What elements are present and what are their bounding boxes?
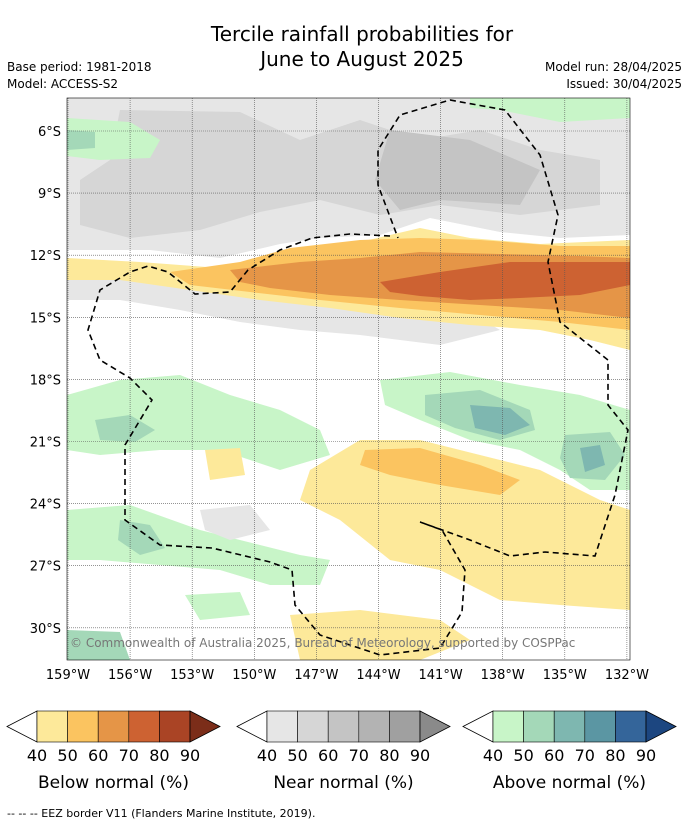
above-normal-bottom — [185, 592, 250, 620]
legend-swatch — [36, 710, 68, 743]
above-normal-far-east-core — [580, 445, 605, 472]
lat-label: 9°S — [38, 187, 61, 202]
below-normal-bottom — [290, 610, 470, 660]
model-run-date: Model run: 28/04/2025 — [544, 60, 682, 74]
legend-tick: 70 — [349, 746, 369, 765]
above-normal-east-60 — [470, 405, 530, 435]
legend-near: 40 50 60 70 80 90 Near normal (%) — [236, 710, 451, 793]
longitude-labels: 159°W 156°W 153°W 150°W 147°W 144°W 141°W 138°W… — [46, 668, 649, 683]
legend-tick: 80 — [605, 746, 625, 765]
near-normal-south — [200, 505, 270, 540]
lat-label: 30°S — [30, 622, 61, 637]
title-line-2: June to August 2025 — [260, 47, 464, 71]
legend-title: Above normal (%) — [493, 773, 646, 793]
lat-label: 18°S — [30, 373, 61, 388]
legend-swatch — [97, 710, 130, 743]
lon-label: 147°W — [294, 668, 338, 683]
legend-tick: 80 — [149, 746, 169, 765]
legend-swatch — [389, 710, 421, 743]
issued-date: Issued: 30/04/2025 — [566, 77, 682, 91]
lon-label: 141°W — [419, 668, 463, 683]
legend-arrow-right — [419, 710, 451, 743]
above-normal-southwest-core — [118, 520, 165, 555]
run-info: Model run: 28/04/2025 Issued: 30/04/2025 — [545, 59, 682, 93]
lon-label: 159°W — [46, 668, 90, 683]
legend-arrow-left — [462, 710, 494, 743]
legend-tick: 70 — [575, 746, 595, 765]
legend-above: 40 50 60 70 80 90 Above normal (%) — [462, 710, 677, 793]
legend-swatch — [584, 710, 616, 743]
legend-arrow-right — [645, 710, 677, 743]
copyright-notice: © Commonwealth of Australia 2025, Bureau… — [70, 636, 575, 650]
lat-label: 21°S — [30, 436, 61, 451]
above-normal-topleft-core — [67, 130, 95, 150]
legend-tick: 40 — [27, 746, 47, 765]
lon-label: 153°W — [170, 668, 214, 683]
legend-arrow-left — [6, 710, 38, 743]
lat-label: 15°S — [30, 311, 61, 326]
above-normal-bottomleft — [67, 630, 130, 660]
legend-swatch — [358, 710, 390, 743]
legend-tick: 50 — [287, 746, 307, 765]
below-normal-west — [205, 448, 245, 480]
near-normal-blob-center — [375, 130, 540, 210]
below-normal-south — [300, 440, 630, 610]
legend-tick: 90 — [180, 746, 200, 765]
probability-field — [67, 98, 630, 660]
legend-arrow-right — [189, 710, 221, 743]
latitude-labels: 6°S 9°S 12°S 15°S 18°S 21°S 24°S 27°S 30°S — [30, 125, 61, 637]
lon-label: 144°W — [356, 668, 400, 683]
model-info: Base period: 1981-2018 Model: ACCESS-S2 — [7, 59, 152, 93]
lon-label: 132°W — [605, 668, 649, 683]
legend-arrow-left — [236, 710, 268, 743]
legend-tick: 70 — [119, 746, 139, 765]
legend-swatch — [615, 710, 647, 743]
legend-tick: 90 — [410, 746, 430, 765]
lat-label: 24°S — [30, 498, 61, 513]
lat-label: 27°S — [30, 560, 61, 575]
model-name: Model: ACCESS-S2 — [7, 77, 119, 91]
legend-swatch — [553, 710, 586, 743]
legend-below: 40 50 60 70 80 90 Below normal (%) — [6, 710, 221, 793]
below-normal-south-50 — [360, 448, 520, 495]
map-frame — [66, 97, 631, 661]
legend-title: Near normal (%) — [273, 773, 413, 793]
legend-swatch — [492, 710, 524, 743]
legend-tick: 60 — [318, 746, 338, 765]
legend-swatch — [327, 710, 360, 743]
lon-label: 135°W — [543, 668, 587, 683]
legend-swatch — [523, 710, 555, 743]
eez-footnote: -- -- -- EEZ border V11 (Flanders Marine… — [7, 807, 316, 820]
above-normal-south-core — [95, 415, 155, 442]
above-normal-topleft — [67, 118, 160, 160]
lon-label: 156°W — [108, 668, 152, 683]
eez-border — [87, 99, 629, 656]
lat-label: 12°S — [30, 249, 61, 264]
lon-label: 138°W — [481, 668, 525, 683]
above-normal-south — [67, 375, 330, 470]
legend-tick: 80 — [379, 746, 399, 765]
legend-tick: 40 — [257, 746, 277, 765]
legend-swatch — [128, 710, 160, 743]
lat-label: 6°S — [38, 125, 61, 140]
legend-swatch — [266, 710, 298, 743]
legend-tick: 50 — [57, 746, 77, 765]
colorbar-legends: 40 50 60 70 80 90 Below normal (%) 40 50 60 70 80 90… — [6, 710, 677, 793]
legend-swatch — [67, 710, 99, 743]
legend-tick: 50 — [513, 746, 533, 765]
legend-title: Below normal (%) — [38, 773, 189, 793]
title-line-1: Tercile rainfall probabilities for — [210, 22, 514, 46]
legend-swatch — [297, 710, 329, 743]
legend-tick: 40 — [483, 746, 503, 765]
legend-tick: 90 — [636, 746, 656, 765]
chart-title: Tercile rainfall probabilities for June … — [0, 22, 690, 72]
legend-tick: 60 — [544, 746, 564, 765]
above-normal-top — [470, 98, 630, 122]
legend-swatch — [159, 710, 191, 743]
lon-label: 150°W — [232, 668, 276, 683]
base-period: Base period: 1981-2018 — [7, 60, 152, 74]
legend-tick: 60 — [88, 746, 108, 765]
below-normal-band-70 — [380, 262, 630, 300]
